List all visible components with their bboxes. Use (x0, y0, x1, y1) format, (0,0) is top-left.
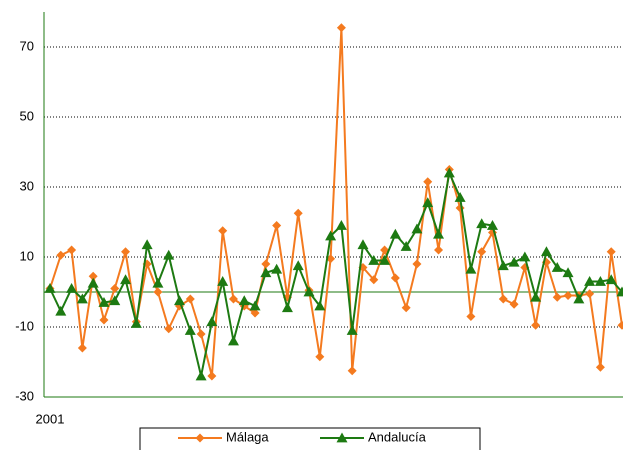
marker (78, 344, 87, 353)
marker (402, 303, 411, 312)
marker (250, 301, 261, 311)
legend: Málaga Andalucía (140, 428, 480, 450)
marker (164, 324, 173, 333)
marker (596, 363, 605, 372)
marker (55, 306, 66, 316)
marker (88, 278, 99, 288)
marker (541, 246, 552, 256)
marker (153, 288, 162, 297)
marker (391, 274, 400, 283)
legend-label: Málaga (226, 429, 269, 444)
y-tick-label: 50 (20, 108, 34, 123)
marker (509, 257, 520, 267)
marker (293, 260, 304, 270)
marker (357, 239, 368, 249)
marker (67, 246, 76, 255)
y-tick-label: -10 (15, 318, 34, 333)
marker (456, 204, 465, 213)
marker (499, 295, 508, 304)
marker (477, 247, 486, 256)
marker (131, 318, 142, 328)
marker (271, 264, 282, 274)
marker (412, 260, 421, 269)
marker (434, 246, 443, 255)
marker (282, 302, 293, 312)
marker (304, 287, 315, 297)
marker (618, 321, 623, 330)
marker (585, 289, 594, 298)
marker (294, 209, 303, 218)
marker (197, 330, 206, 339)
marker (476, 218, 487, 228)
marker (423, 177, 432, 186)
y-tick-label: 10 (20, 248, 34, 263)
line (50, 173, 622, 376)
y-tick-label: 70 (20, 38, 34, 53)
marker (466, 312, 475, 321)
marker (121, 247, 130, 256)
x-tick-label: 2001 (36, 411, 65, 426)
marker (336, 220, 347, 230)
marker (272, 221, 281, 230)
marker (56, 251, 65, 260)
marker (228, 336, 239, 346)
marker (174, 295, 185, 305)
marker (99, 316, 108, 325)
marker (519, 252, 530, 262)
y-tick-label: -30 (15, 388, 34, 403)
marker (510, 300, 519, 309)
marker (390, 229, 401, 239)
marker (261, 260, 270, 269)
marker (163, 250, 174, 260)
marker (530, 292, 541, 302)
legend-label: Andalucía (368, 429, 427, 444)
marker (553, 293, 562, 302)
marker (531, 321, 540, 330)
marker (196, 371, 207, 381)
marker (315, 352, 324, 361)
marker (239, 295, 250, 305)
marker (142, 239, 153, 249)
marker (185, 325, 196, 335)
marker (348, 366, 357, 375)
y-tick-label: 30 (20, 178, 34, 193)
marker (218, 226, 227, 235)
marker (563, 267, 574, 277)
marker (607, 247, 616, 256)
marker (207, 372, 216, 381)
marker (337, 23, 346, 32)
